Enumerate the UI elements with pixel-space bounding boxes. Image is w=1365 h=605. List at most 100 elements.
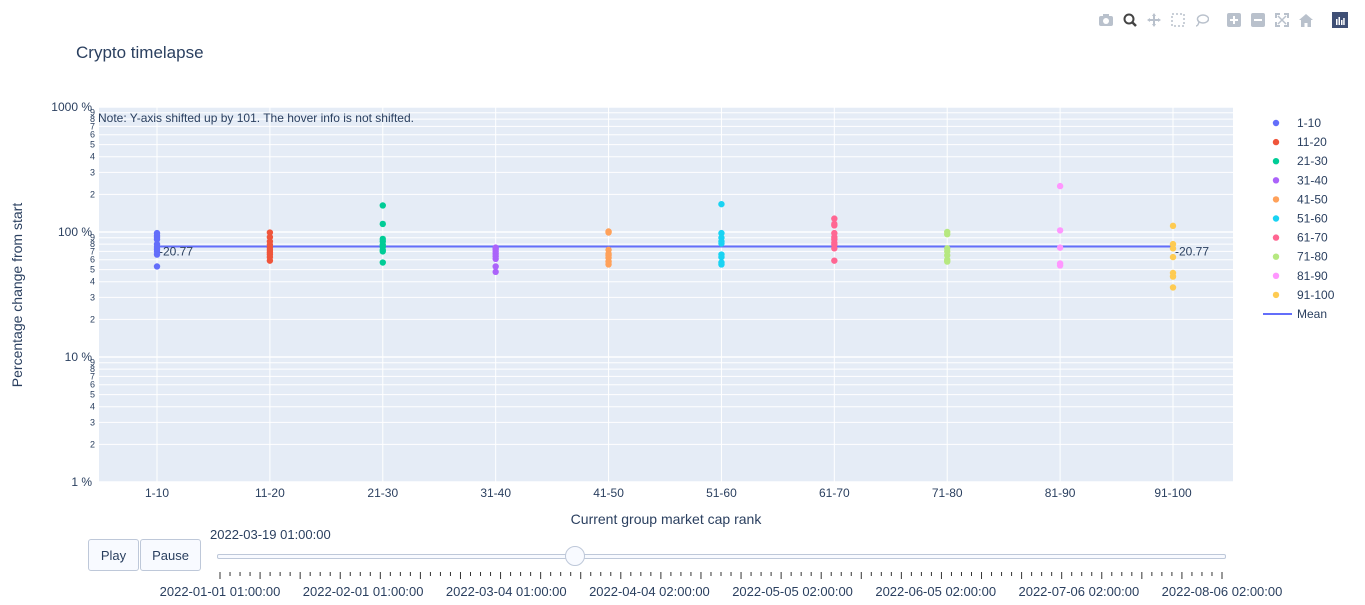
chart-title: Crypto timelapse [76,43,204,62]
data-point [1169,284,1177,291]
y-tick-label: 100 % [58,225,92,239]
data-point [153,251,161,258]
y-axis-title: Percentage change from start [9,203,25,388]
zoom-icon[interactable] [1118,10,1142,30]
y-minor-tick-label: 2 [90,314,95,324]
legend-marker[interactable] [1272,253,1280,260]
y-minor-tick-label: 5 [90,390,95,400]
legend-marker[interactable] [1272,215,1280,222]
data-point [605,229,612,236]
y-minor-tick-label: 8 [90,239,95,249]
y-minor-tick-label: 6 [90,130,95,140]
data-point [831,245,838,252]
legend-label[interactable]: 71-80 [1297,250,1328,264]
y-minor-tick-label: 9 [90,233,95,243]
legend: 1-10 11-20 21-30 31-40 41-50 51-60 61-70 71-80 8… [1263,116,1335,321]
zoom-out-icon[interactable] [1246,10,1270,30]
legend-label[interactable]: 21-30 [1297,154,1328,168]
y-minor-tick-label: 4 [90,402,95,412]
data-point [492,268,499,276]
x-tick-label: 71-80 [932,486,963,500]
mean-label: -20.77 [1175,245,1209,259]
autoscale-icon[interactable] [1270,10,1294,30]
data-point [605,261,612,268]
x-tick-label: 11-20 [255,486,285,500]
y-minor-tick-label: 2 [90,439,95,449]
y-minor-tick-label: 3 [90,292,95,302]
annotation-note: Note: Y-axis shifted up by 101. The hove… [98,111,414,125]
x-tick-label: 1-10 [145,486,169,500]
y-minor-tick-label: 8 [90,364,95,374]
legend-label[interactable]: 81-90 [1297,269,1328,283]
legend-marker[interactable] [1272,177,1280,184]
grid [99,106,1233,483]
data-point [266,229,274,236]
lasso-select-icon[interactable] [1190,10,1214,30]
y-minor-tick-label: 7 [90,121,95,131]
slider-tick-label: 2022-07-06 02:00:00 [1018,584,1139,599]
legend-marker[interactable] [1272,291,1280,299]
data-point [379,248,386,255]
data-point [1169,245,1177,252]
legend-label[interactable]: 11-20 [1297,135,1327,149]
x-tick-label: 81-90 [1045,486,1076,500]
data-point [1056,182,1064,190]
x-tick-label: 91-100 [1154,486,1192,500]
y-minor-tick-label: 4 [90,277,95,287]
y-tick-label: 10 % [65,350,93,364]
y-minor-tick-label: 8 [90,114,95,124]
data-point [718,261,725,268]
legend-label[interactable]: Mean [1297,307,1327,321]
plot-area[interactable] [99,107,1233,482]
slider-tick-label: 2022-01-01 01:00:00 [160,584,281,599]
y-axis-ticks: 1 %10 %100 %1000 %2345678923456789234567… [51,100,95,489]
legend-marker[interactable] [1272,158,1280,165]
data-point [1056,244,1064,251]
y-tick-label: 1000 % [51,100,92,114]
legend-label[interactable]: 41-50 [1297,192,1328,206]
legend-label[interactable]: 1-10 [1297,116,1321,130]
y-tick-label: 1 % [71,475,92,489]
slider-tick-label: 2022-06-05 02:00:00 [875,584,996,599]
data-point [379,202,386,209]
y-minor-tick-label: 5 [90,265,95,275]
box-select-icon[interactable] [1166,10,1190,30]
legend-label[interactable]: 91-100 [1297,288,1335,302]
y-minor-tick-label: 2 [90,189,95,199]
zoom-in-icon[interactable] [1222,10,1246,30]
x-axis-ticks: 1-10 11-20 21-30 31-40 41-50 51-60 61-70 71-80 8… [145,486,1192,500]
y-minor-tick-label: 6 [90,380,95,390]
legend-marker[interactable] [1272,272,1280,279]
camera-icon[interactable] [1094,10,1118,30]
pause-button[interactable]: Pause [140,539,201,571]
reset-axes-icon[interactable] [1294,10,1318,30]
modebar [1094,10,1348,30]
legend-marker[interactable] [1272,234,1280,241]
legend-marker[interactable] [1272,196,1280,203]
legend-label[interactable]: 61-70 [1297,231,1328,245]
slider-rail[interactable] [217,554,1226,559]
legend-label[interactable]: 31-40 [1297,173,1328,187]
x-tick-label: 51-60 [706,486,737,500]
pause-button-label: Pause [152,547,189,563]
data-point [718,229,725,237]
data-point [153,236,161,243]
data-point [1169,253,1177,261]
y-minor-tick-label: 4 [90,152,95,162]
play-button[interactable]: Play [88,539,139,571]
legend-marker[interactable] [1272,119,1280,127]
y-minor-tick-label: 9 [90,358,95,368]
legend-label[interactable]: 51-60 [1297,212,1328,226]
y-minor-tick-label: 7 [90,371,95,381]
slider-handle[interactable] [565,546,586,566]
legend-marker[interactable] [1272,138,1280,146]
data-point [831,215,838,222]
data-point [944,231,951,238]
pan-icon[interactable] [1142,10,1166,30]
data-point [1056,227,1064,234]
plotly-logo-icon[interactable] [1332,12,1348,28]
slider-tick-label: 2022-04-04 02:00:00 [589,584,710,599]
y-minor-tick-label: 7 [90,246,95,256]
y-minor-tick-label: 3 [90,167,95,177]
